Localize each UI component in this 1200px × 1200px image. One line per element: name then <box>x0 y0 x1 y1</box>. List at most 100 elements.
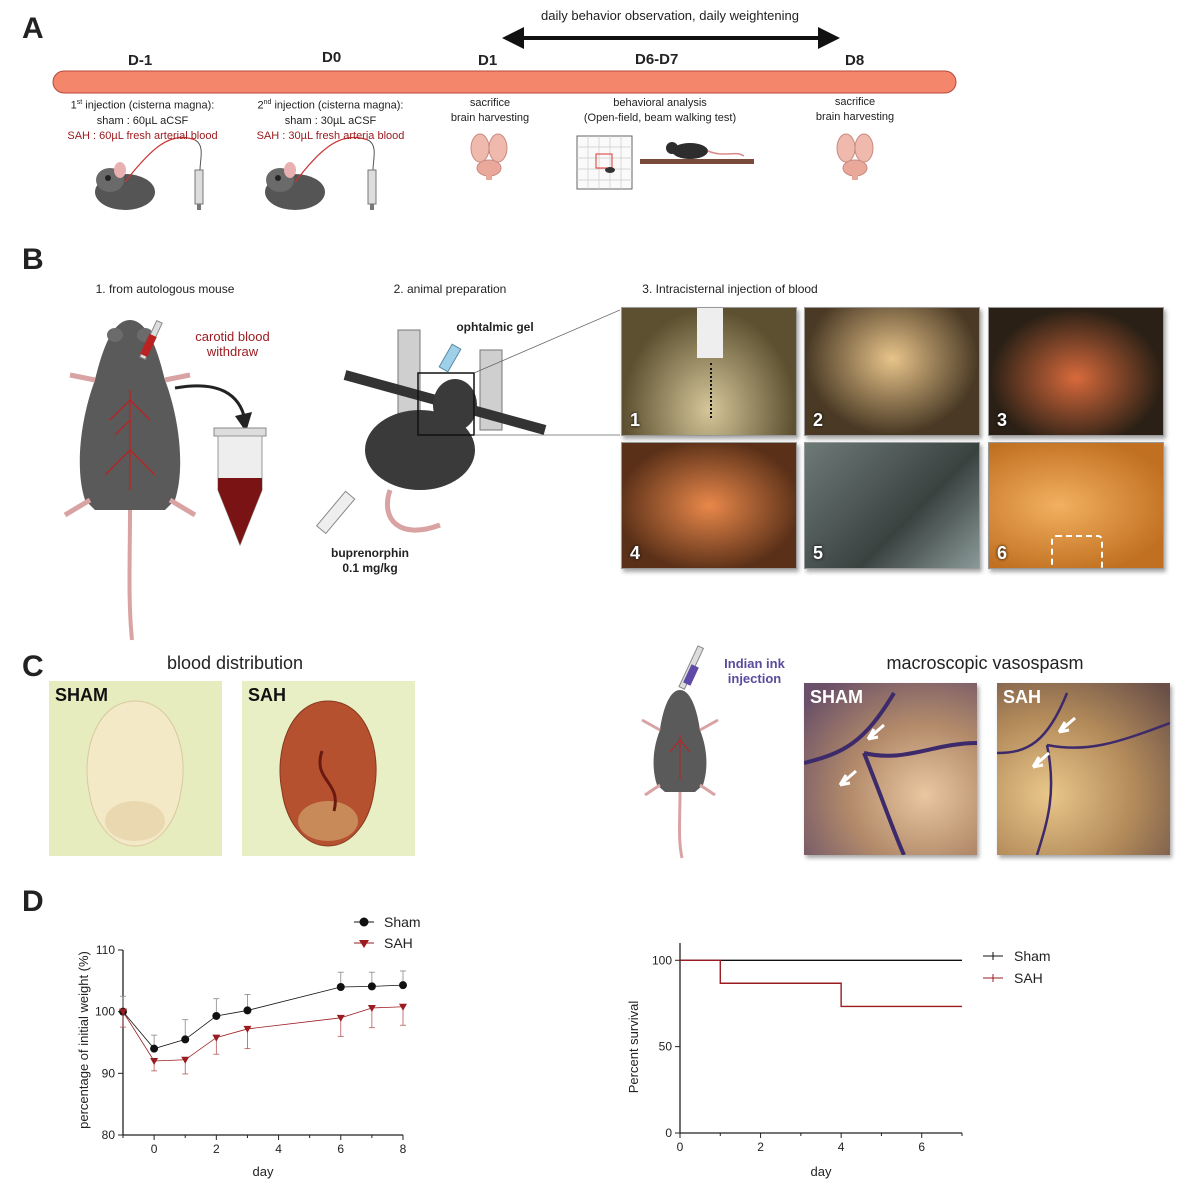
data-point-sham <box>243 1006 252 1015</box>
gel-label: ophtalmic gel <box>456 320 534 334</box>
surgery-photo: 6 <box>988 442 1164 569</box>
day-label: D-1 <box>128 52 153 69</box>
surgery-photo: 3 <box>988 307 1164 436</box>
x-tick-label: 2 <box>757 1140 764 1154</box>
survival-chart: 0 2 4 6 0 50 100 day Percent survival Sham SAH <box>626 943 1051 1179</box>
step-description: 2nd injection (cisterna magna): sham : 3… <box>256 99 405 142</box>
x-tick-label: 8 <box>400 1142 407 1156</box>
y-tick-label: 0 <box>665 1126 672 1140</box>
sah-brain-photo: SAH <box>242 681 415 856</box>
step-title: 2. animal preparation <box>393 282 507 296</box>
brain-icon <box>470 133 508 180</box>
x-axis-title: day <box>811 1164 832 1179</box>
day-label: D0 <box>322 49 342 66</box>
data-point-sah <box>181 1056 190 1064</box>
data-point-sah <box>243 1025 252 1033</box>
x-tick-label: 0 <box>677 1140 684 1154</box>
y-tick-label: 100 <box>652 953 672 967</box>
buprenorphin-label: buprenorphin 0.1 mg/kg <box>331 546 409 575</box>
step-description: sacrifice brain harvesting <box>815 96 895 123</box>
sah-label: SAH <box>248 685 287 705</box>
mouse-head-icon <box>95 136 204 210</box>
y-tick-label: 80 <box>102 1128 116 1142</box>
step-description: behavioral analysis (Open-field, beam wa… <box>583 97 737 124</box>
sham-label: SHAM <box>810 687 863 707</box>
data-point-sah <box>336 1014 345 1022</box>
mouse-head-icon <box>265 136 377 210</box>
data-point-sham <box>150 1044 159 1053</box>
y-tick-label: 90 <box>102 1066 116 1080</box>
y-tick-label: 50 <box>659 1040 673 1054</box>
sham-vessel-photo: SHAM <box>804 683 977 855</box>
brain-image <box>86 700 184 847</box>
legend-sham: Sham <box>384 914 421 930</box>
data-point-sham <box>181 1035 190 1044</box>
x-tick-label: 4 <box>838 1140 845 1154</box>
timeline-arrow-label: daily behavior observation, daily weight… <box>541 8 799 23</box>
mouse-topview-icon <box>63 319 197 641</box>
day-label: D8 <box>845 52 865 69</box>
x-tick-label: 6 <box>918 1140 925 1154</box>
x-tick-label: 0 <box>151 1142 158 1156</box>
legend-sham: Sham <box>1014 948 1051 964</box>
panel-b-illustration <box>63 309 620 641</box>
x-tick-label: 4 <box>275 1142 282 1156</box>
stereotaxic-frame-icon <box>315 329 547 535</box>
y-axis-title: percentage of initial weight (%) <box>76 951 91 1129</box>
panel-letter-b: B <box>22 243 44 276</box>
ink-label: Indian ink injection <box>724 656 785 686</box>
x-tick-label: 6 <box>337 1142 344 1156</box>
data-point-sham <box>212 1011 221 1020</box>
brain-icon <box>836 133 874 180</box>
step-description: 1st injection (cisterna magna): sham : 6… <box>67 99 218 142</box>
weight-chart: 0 2 4 6 8 80 90 100 110 day percentage of initia… <box>76 914 421 1179</box>
vasospasm-title: macroscopic vasospasm <box>886 653 1084 673</box>
y-tick-label: 110 <box>96 943 115 957</box>
surgery-photo: 1 <box>621 307 797 436</box>
open-field-icon <box>576 135 633 190</box>
day-label: D6-D7 <box>635 51 679 68</box>
vessel-image <box>997 692 1170 855</box>
step-title: 3. Intracisternal injection of blood <box>642 282 818 296</box>
panel-letter-d: D <box>22 885 44 918</box>
ink-injection-mouse <box>641 645 719 859</box>
surgery-photo: 4 <box>621 442 797 569</box>
x-tick-label: 2 <box>213 1142 220 1156</box>
carotid-label: carotid blood withdraw <box>195 329 270 359</box>
step-title: 1. from autologous mouse <box>95 282 235 296</box>
y-tick-label: 100 <box>95 1005 115 1019</box>
legend: Sham SAH <box>983 948 1051 986</box>
sah-vessel-photo: SAH <box>997 683 1170 855</box>
brain-image <box>279 700 377 847</box>
sham-brain-photo: SHAM <box>49 681 222 856</box>
timeline-graphics <box>52 27 957 210</box>
data-point-sah <box>399 1003 407 1011</box>
timeline-bar <box>52 70 957 94</box>
legend-sah: SAH <box>1014 970 1043 986</box>
day-label: D1 <box>478 52 498 69</box>
data-point-sah <box>150 1058 159 1065</box>
data-point-sah <box>119 1008 127 1016</box>
surgery-photo: 5 <box>804 442 980 569</box>
panel-letter-a: A <box>22 12 44 45</box>
step-description: sacrifice brain harvesting <box>450 97 530 124</box>
beam-walking-icon <box>640 142 754 164</box>
data-point-sah <box>212 1034 221 1042</box>
legend-sah: SAH <box>384 935 413 951</box>
sah-label: SAH <box>1003 687 1042 707</box>
x-axis-title: day <box>253 1164 274 1179</box>
legend: Sham SAH <box>354 914 421 951</box>
data-point-sham <box>367 982 376 991</box>
legend-marker-sah <box>359 940 369 948</box>
blood-distribution-title: blood distribution <box>166 653 304 673</box>
panel-letter-c: C <box>22 650 44 683</box>
sham-label: SHAM <box>55 685 108 705</box>
surgery-photo: 2 <box>804 307 980 436</box>
series-line-sah <box>122 1006 404 1062</box>
data-point-sham <box>336 983 345 991</box>
y-axis-title: Percent survival <box>626 1001 641 1094</box>
survival-line-sah <box>680 959 962 1008</box>
data-point-sah <box>367 1004 376 1012</box>
data-point-sham <box>399 981 407 990</box>
blood-tube-icon <box>213 427 267 547</box>
